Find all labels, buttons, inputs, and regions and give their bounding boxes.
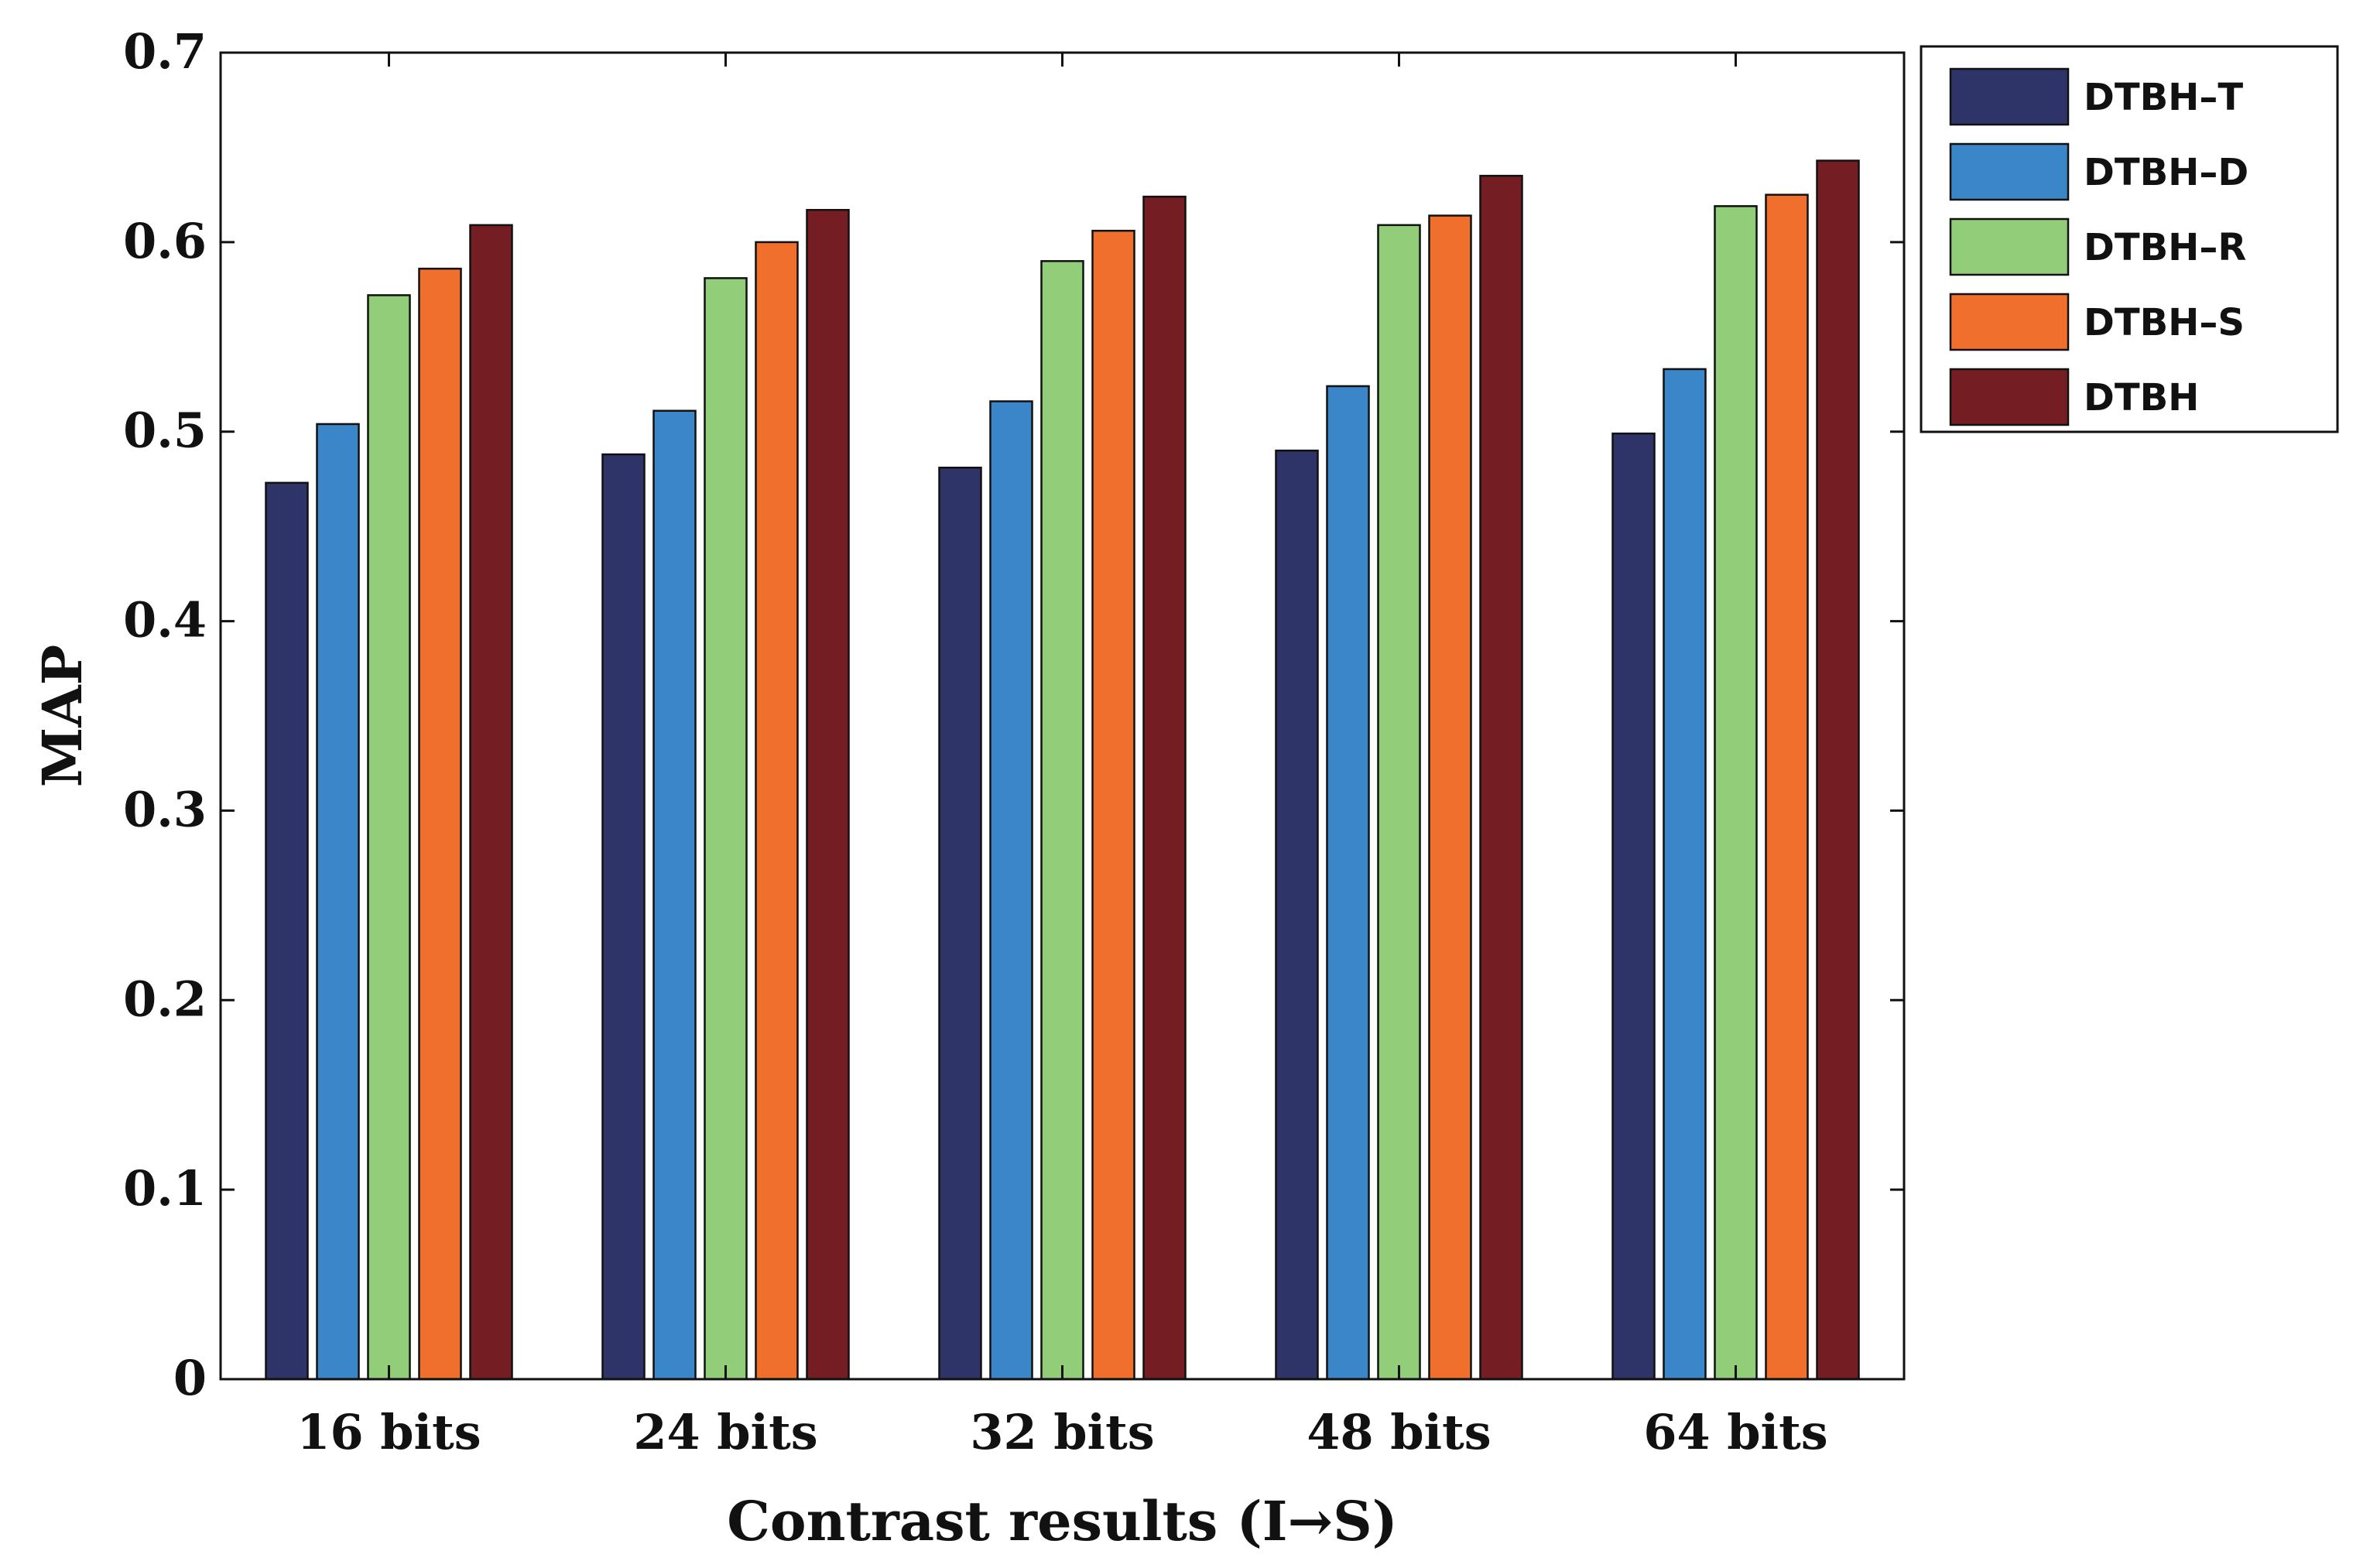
bar-4-3 — [1091, 229, 1135, 1381]
legend-swatch — [1949, 217, 2070, 276]
bar-1-4 — [1275, 449, 1319, 1381]
legend-label: DTBH–T — [2084, 76, 2243, 119]
bar-2-5 — [1663, 368, 1707, 1381]
x-tick-label: 32 bits — [970, 1404, 1154, 1460]
y-tick-label: 0.7 — [123, 23, 207, 80]
bar-4-4 — [1428, 214, 1472, 1381]
y-axis-title: MAP — [30, 645, 94, 787]
bar-5-5 — [1816, 159, 1860, 1381]
bar-3-1 — [367, 294, 411, 1381]
ticks-layer — [221, 51, 1904, 1381]
y-tick-label: 0.3 — [123, 781, 207, 837]
bar-1-3 — [938, 466, 982, 1381]
x-tick-label: 24 bits — [633, 1404, 817, 1460]
bar-3-5 — [1714, 205, 1758, 1381]
bar-1-5 — [1611, 432, 1656, 1381]
bar-3-2 — [704, 277, 748, 1381]
y-tick-label: 0.1 — [123, 1160, 207, 1217]
x-tick-label: 64 bits — [1643, 1404, 1827, 1460]
bars-layer — [265, 159, 1860, 1381]
legend-label: DTBH — [2084, 376, 2199, 419]
y-tick-label: 0.5 — [123, 402, 207, 459]
bar-2-4 — [1326, 385, 1370, 1381]
y-tick-label: 0.4 — [123, 592, 207, 649]
x-axis-title: Contrast results (I→S) — [727, 1489, 1398, 1553]
bar-2-2 — [652, 409, 697, 1381]
bar-5-3 — [1142, 195, 1187, 1381]
bar-3-4 — [1377, 224, 1421, 1381]
bar-2-1 — [316, 423, 360, 1381]
y-tick-labels: 0 0.1 0.2 0.3 0.4 0.5 0.6 0.7 — [123, 23, 207, 1406]
legend-swatch — [1949, 293, 2070, 351]
bar-4-1 — [418, 267, 462, 1381]
y-tick-label: 0.2 — [123, 971, 207, 1027]
legend-swatch — [1949, 142, 2070, 201]
bar-2-3 — [989, 400, 1033, 1381]
legend-swatch — [1949, 67, 2070, 126]
bar-3-3 — [1040, 260, 1084, 1381]
y-tick-label: 0 — [173, 1350, 207, 1406]
bar-1-2 — [601, 453, 646, 1381]
legend-swatch — [1949, 368, 2070, 426]
bar-4-2 — [755, 241, 799, 1381]
legend-label: DTBH–R — [2084, 226, 2246, 269]
bar-5-1 — [469, 224, 513, 1381]
bar-1-1 — [265, 481, 309, 1381]
x-tick-label: 16 bits — [296, 1404, 481, 1460]
bar-5-2 — [806, 208, 850, 1381]
x-tick-label: 48 bits — [1307, 1404, 1491, 1460]
y-tick-label: 0.6 — [123, 213, 207, 269]
legend: DTBH–T DTBH–D DTBH–R DTBH–S DTBH — [1920, 45, 2339, 433]
legend-label: DTBH–D — [2084, 151, 2248, 194]
bar-4-5 — [1765, 193, 1809, 1381]
bar-5-4 — [1479, 174, 1523, 1381]
legend-label: DTBH–S — [2084, 301, 2245, 344]
legend-items: DTBH–T DTBH–D DTBH–R DTBH–S DTBH — [1949, 67, 2248, 426]
x-tick-labels: 16 bits 24 bits 32 bits 48 bits 64 bits — [296, 1404, 1827, 1460]
